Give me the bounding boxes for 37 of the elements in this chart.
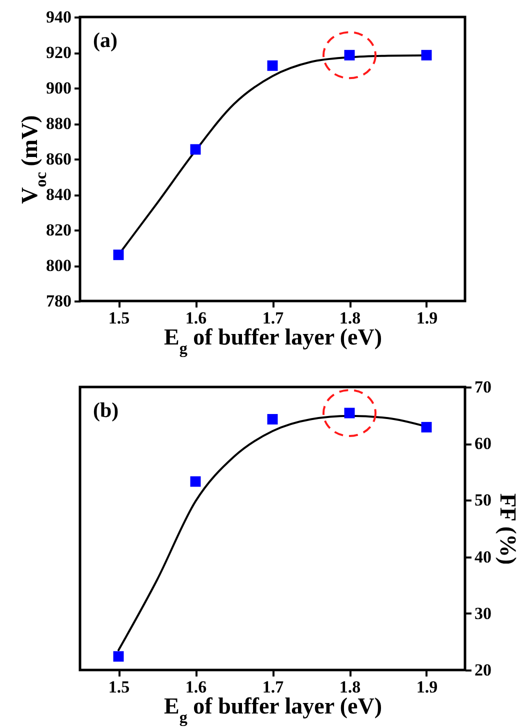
point xyxy=(190,144,201,155)
x-tick-label: 1.9 xyxy=(416,308,438,328)
x-tick-label: 1.9 xyxy=(416,678,438,696)
point xyxy=(113,250,124,260)
x-tick-label: 1.6 xyxy=(185,308,207,328)
x-tick-label: 1.6 xyxy=(185,678,207,696)
x-axis-title: E$_{g}$ of buffer layer (eV) xyxy=(164,324,382,357)
point xyxy=(113,651,124,662)
y2-tick-label: 60 xyxy=(474,434,492,454)
y2-tick-label: 30 xyxy=(474,604,492,623)
y2-tick-label: 20 xyxy=(474,660,492,680)
point xyxy=(421,422,432,432)
y-tick-label: 880 xyxy=(46,114,72,133)
y-tick-label: 800 xyxy=(46,256,72,275)
y-tick-label: 820 xyxy=(46,220,72,240)
y-tick-label: 900 xyxy=(46,78,72,98)
x-tick-label: 1.8 xyxy=(339,678,361,696)
y-tick-label: 780 xyxy=(46,292,72,310)
y-tick-label: 940 xyxy=(46,8,72,26)
point xyxy=(421,50,432,60)
point xyxy=(267,414,278,425)
x-tick-label: 1.7 xyxy=(262,678,284,696)
x-tick-label: 1.5 xyxy=(108,308,130,328)
x-tick-label: 1.5 xyxy=(108,678,130,696)
y2-axis-title: FF (%) xyxy=(496,493,520,565)
y-tick-label: 920 xyxy=(46,43,72,62)
y-tick-label: 860 xyxy=(46,150,72,168)
point xyxy=(190,476,201,487)
y2-tick-label: 50 xyxy=(474,490,492,510)
annotation: (a) xyxy=(93,28,118,52)
y2-tick-label: 40 xyxy=(474,547,492,566)
point xyxy=(267,60,278,71)
x-tick-label: 1.7 xyxy=(262,308,284,328)
annotation: (b) xyxy=(93,398,119,422)
y2-tick-label: 70 xyxy=(474,378,492,396)
x-axis-title: E$_{g}$ of buffer layer (eV) xyxy=(164,694,382,726)
x-tick-label: 1.8 xyxy=(339,308,361,328)
